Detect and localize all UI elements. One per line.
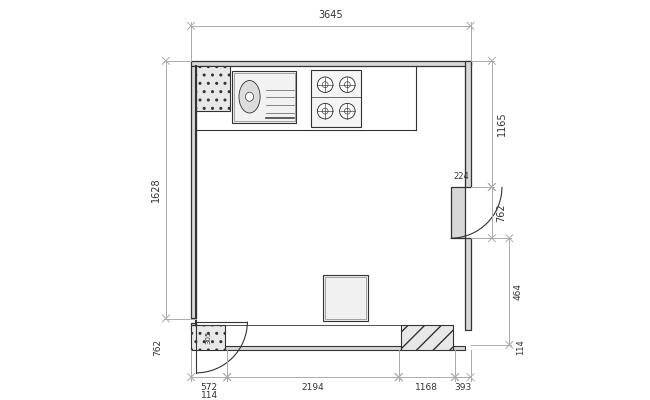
Bar <box>196 66 230 110</box>
Ellipse shape <box>239 80 260 113</box>
Text: 572: 572 <box>201 382 218 392</box>
Bar <box>325 277 366 319</box>
Text: 114: 114 <box>516 340 525 355</box>
Text: 305: 305 <box>205 331 211 344</box>
Text: 762: 762 <box>497 203 506 222</box>
Circle shape <box>339 103 355 119</box>
Text: 3645: 3645 <box>318 10 343 20</box>
Circle shape <box>344 108 350 114</box>
Bar <box>191 325 226 350</box>
Bar <box>311 70 361 127</box>
Bar <box>323 275 368 321</box>
Bar <box>191 66 196 318</box>
Ellipse shape <box>246 92 254 101</box>
Text: 1168: 1168 <box>415 382 438 392</box>
Circle shape <box>317 77 333 92</box>
Circle shape <box>317 103 333 119</box>
Circle shape <box>339 77 355 92</box>
Text: 2194: 2194 <box>302 382 324 392</box>
Bar <box>234 73 294 121</box>
Text: 464: 464 <box>514 283 523 300</box>
Text: 1165: 1165 <box>497 112 506 136</box>
Bar <box>465 238 471 330</box>
Bar <box>400 325 453 350</box>
Circle shape <box>344 82 350 88</box>
Bar <box>226 346 400 350</box>
Bar <box>191 323 196 330</box>
Circle shape <box>322 108 328 114</box>
Text: 762: 762 <box>153 339 162 356</box>
Text: 114: 114 <box>201 391 218 400</box>
Bar <box>232 70 296 123</box>
Bar <box>453 346 465 350</box>
Text: 393: 393 <box>454 382 471 392</box>
Bar <box>465 61 471 187</box>
Bar <box>450 187 465 238</box>
Circle shape <box>322 82 328 88</box>
Text: 1628: 1628 <box>151 177 161 202</box>
Bar <box>191 61 471 66</box>
Text: 224: 224 <box>453 172 469 181</box>
